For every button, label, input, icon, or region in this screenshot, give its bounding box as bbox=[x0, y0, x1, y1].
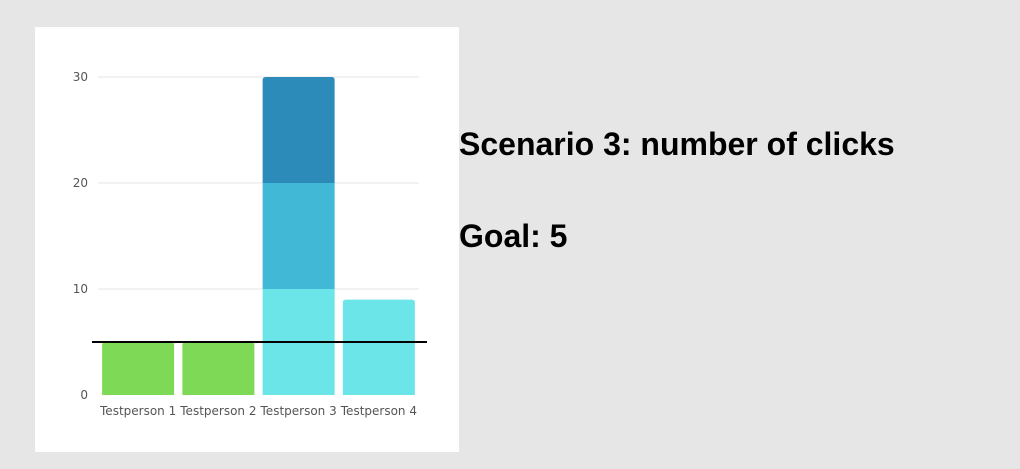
y-tick-label: 10 bbox=[73, 282, 88, 296]
goal-text: Goal: 5 bbox=[459, 218, 568, 254]
bars bbox=[102, 77, 415, 395]
x-category-label: Testperson 3 bbox=[260, 404, 337, 418]
chart-card: 0 10 20 30 Testperson 1 Testperson 2 Testpers… bbox=[35, 27, 459, 452]
bar-segment bbox=[262, 77, 335, 183]
y-tick-label: 20 bbox=[73, 176, 88, 190]
x-category-label: Testperson 4 bbox=[340, 404, 417, 418]
y-axis-ticks: 0 10 20 30 bbox=[73, 70, 88, 402]
x-axis-labels: Testperson 1 Testperson 2 Testperson 3 Test… bbox=[99, 404, 417, 418]
x-category-label: Testperson 1 bbox=[99, 404, 176, 418]
y-tick-label: 30 bbox=[73, 70, 88, 84]
y-tick-label: 0 bbox=[80, 388, 88, 402]
bar-segment bbox=[102, 342, 175, 395]
bar-segment bbox=[262, 183, 335, 289]
x-category-label: Testperson 2 bbox=[179, 404, 256, 418]
chart-title: Scenario 3: number of clicks bbox=[459, 126, 895, 162]
bar-segment bbox=[342, 299, 415, 395]
bar-segment bbox=[182, 342, 255, 395]
gridlines bbox=[98, 76, 419, 290]
